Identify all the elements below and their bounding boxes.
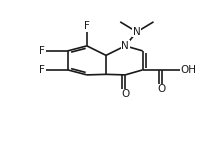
Text: F: F [84, 21, 90, 31]
Text: O: O [121, 89, 129, 99]
Text: F: F [39, 65, 45, 75]
Text: N: N [121, 41, 129, 51]
Text: N: N [133, 27, 141, 37]
Text: O: O [158, 84, 166, 94]
Text: F: F [39, 46, 45, 56]
Text: OH: OH [180, 65, 196, 75]
